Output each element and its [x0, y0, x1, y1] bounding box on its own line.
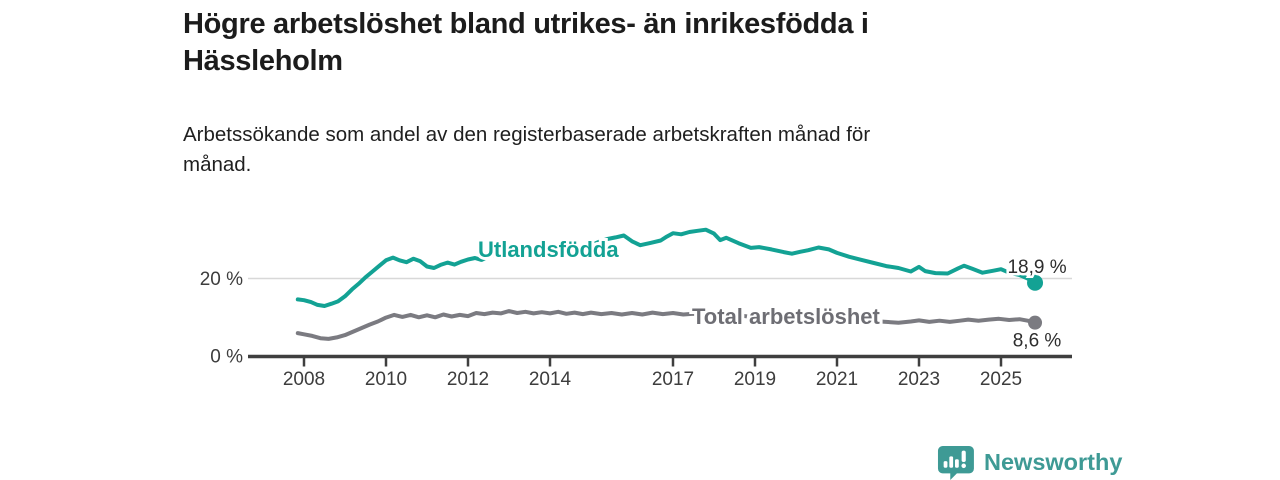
- newsworthy-wordmark: Newsworthy: [984, 449, 1123, 475]
- x-tick-label: 2012: [447, 369, 489, 390]
- x-tick-label: 2019: [734, 369, 776, 390]
- series-line-total: [295, 309, 1037, 341]
- x-tick-label: 2023: [898, 369, 940, 390]
- page-title: Högre arbetslöshet bland utrikes- än inr…: [183, 8, 869, 77]
- series-end-dot: [1027, 274, 1044, 291]
- x-tick-label: 2017: [652, 369, 694, 390]
- series-end-dot: [1028, 315, 1043, 330]
- series-label: Total arbetslöshet: [692, 304, 881, 329]
- series-line-utlandsfodda: [295, 227, 1037, 308]
- y-tick-label: 20 %: [200, 269, 243, 290]
- y-tick-label: 0 %: [210, 347, 243, 368]
- chart-subtitle: Arbetssökande som andel av den registerb…: [183, 123, 871, 176]
- x-tick-label: 2025: [980, 369, 1022, 390]
- x-tick-label: 2008: [283, 369, 325, 390]
- x-tick-label: 2021: [816, 369, 858, 390]
- series-end-value: 18,9 %: [1007, 257, 1066, 278]
- newsworthy-bar-chart-icon: [937, 445, 974, 480]
- x-tick-label: 2014: [529, 369, 572, 390]
- series-end-value: 8,6 %: [1013, 331, 1062, 352]
- series-label: Utlandsfödda: [478, 237, 619, 262]
- x-tick-label: 2010: [365, 369, 407, 390]
- newsworthy-logo[interactable]: Newsworthy: [936, 445, 1122, 480]
